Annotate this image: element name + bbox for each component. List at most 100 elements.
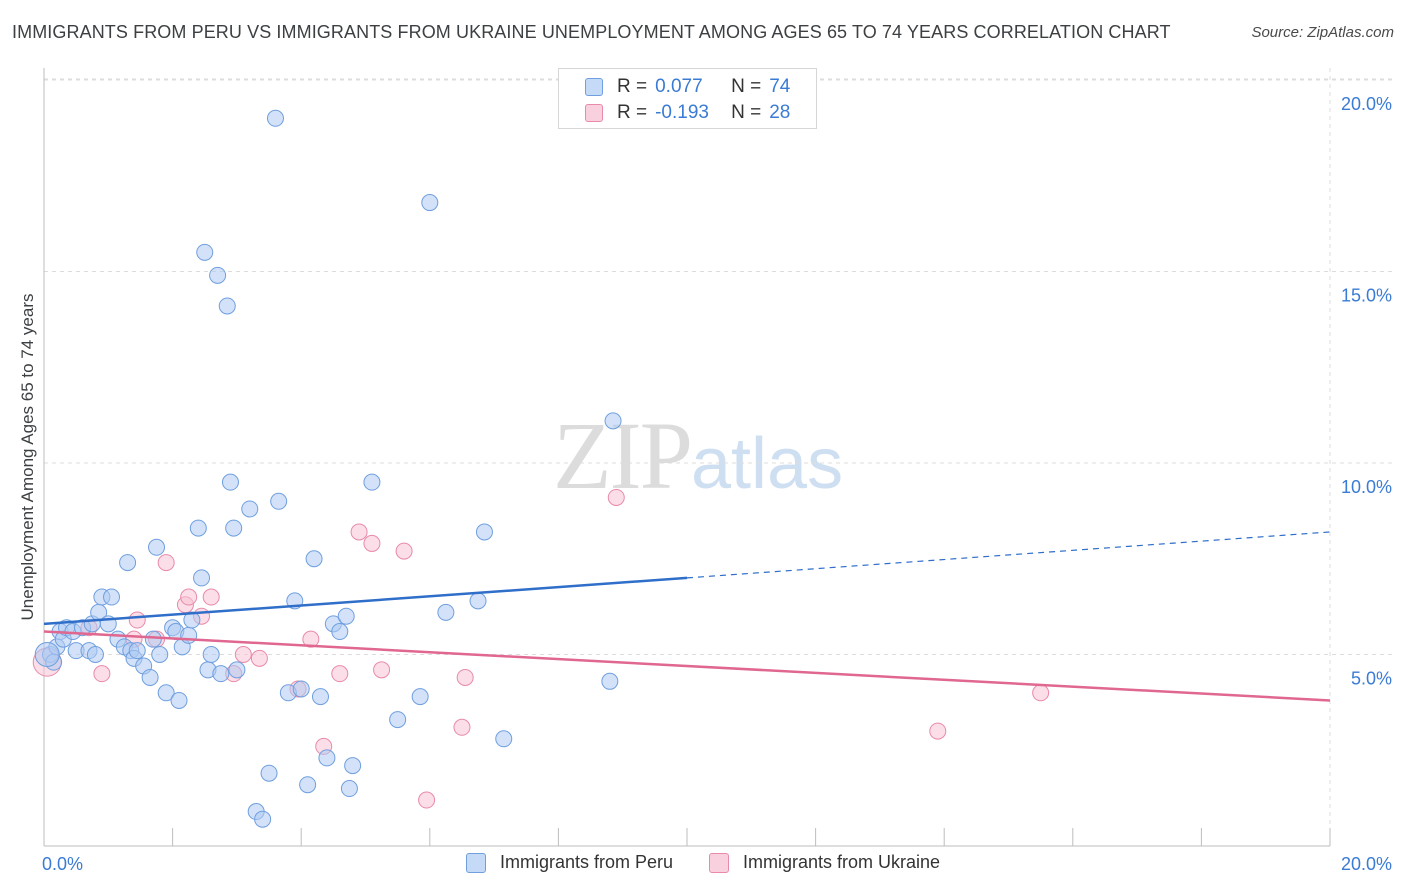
grid-layer bbox=[44, 68, 1392, 846]
peru-point bbox=[604, 412, 622, 430]
peru-point bbox=[221, 473, 239, 491]
peru-point bbox=[128, 642, 146, 660]
ukraine-swatch bbox=[585, 104, 603, 122]
series-legend-ukraine: Immigrants from Ukraine bbox=[709, 852, 940, 873]
zipatlas-watermark: ZIPatlas bbox=[553, 400, 843, 511]
y-tick-label: 20.0% bbox=[1341, 94, 1392, 114]
x-tick-label-max: 20.0% bbox=[1341, 854, 1392, 874]
peru-point bbox=[34, 642, 60, 667]
peru-point bbox=[411, 688, 429, 706]
peru-point bbox=[103, 588, 121, 606]
legend-row-ukraine: R = -0.193 N = 28 bbox=[585, 101, 790, 125]
peru-point bbox=[437, 603, 455, 621]
peru-point bbox=[218, 297, 236, 315]
peru-point bbox=[601, 672, 619, 690]
peru-point bbox=[157, 684, 175, 702]
peru-swatch bbox=[585, 78, 603, 96]
peru-point bbox=[266, 109, 284, 127]
x-tick-label-min: 0.0% bbox=[42, 854, 83, 874]
ukraine-point bbox=[93, 665, 111, 683]
peru-point bbox=[270, 492, 288, 510]
ukraine-point bbox=[1032, 684, 1050, 702]
watermark-atlas: atlas bbox=[691, 424, 844, 504]
ukraine-point bbox=[373, 661, 391, 679]
peru-point bbox=[292, 680, 310, 698]
watermark-zip: ZIP bbox=[553, 402, 693, 509]
ukraine-point bbox=[418, 791, 436, 809]
peru-r-label: R = bbox=[617, 76, 648, 97]
correlation-legend: R = 0.077 N = 74 R = -0.193 N = 28 bbox=[558, 68, 817, 129]
peru-point bbox=[337, 607, 355, 625]
legend-row-peru: R = 0.077 N = 74 bbox=[585, 75, 790, 99]
peru-point bbox=[193, 569, 211, 587]
y-tick-label: 15.0% bbox=[1341, 286, 1392, 306]
ukraine-point bbox=[250, 649, 268, 667]
ukraine-point bbox=[180, 588, 198, 606]
ukraine-point bbox=[157, 554, 175, 572]
ukraine-trend-line bbox=[43, 630, 1331, 702]
peru-point bbox=[495, 730, 513, 748]
series-legend-peru: Immigrants from Peru bbox=[465, 852, 673, 873]
ukraine-point bbox=[453, 718, 471, 736]
peru-trend-line bbox=[43, 576, 688, 626]
peru-point bbox=[311, 688, 329, 706]
peru-point bbox=[299, 776, 317, 794]
peru-r-value: 0.077 bbox=[655, 76, 703, 97]
series-legend: Immigrants from Peru Immigrants from Ukr… bbox=[0, 852, 1406, 873]
ukraine-point bbox=[234, 646, 252, 663]
peru-point bbox=[86, 646, 104, 663]
ukraine-n-label: N = bbox=[731, 102, 762, 123]
peru-point bbox=[225, 519, 243, 537]
peru-point bbox=[144, 630, 162, 648]
ukraine-point bbox=[331, 665, 349, 683]
chart-title: IMMIGRANTS FROM PERU VS IMMIGRANTS FROM … bbox=[12, 22, 1171, 42]
tick-labels-layer: 5.0% 10.0% 15.0% 20.0% 0.0% 20.0% bbox=[42, 94, 1392, 874]
peru-point bbox=[363, 473, 381, 491]
peru-point bbox=[212, 665, 230, 683]
ukraine-point bbox=[363, 534, 381, 552]
peru-point bbox=[340, 780, 358, 798]
peru-point bbox=[260, 764, 278, 782]
peru-point bbox=[119, 554, 137, 572]
peru-point bbox=[170, 691, 188, 709]
peru-points-layer bbox=[34, 109, 622, 828]
peru-point bbox=[209, 266, 227, 284]
peru-n-label: N = bbox=[731, 76, 762, 97]
source-credit: Source: ZipAtlas.com bbox=[1251, 24, 1394, 41]
peru-point bbox=[151, 646, 169, 663]
peru-point bbox=[421, 194, 439, 212]
ukraine-point bbox=[929, 722, 947, 740]
peru-point bbox=[183, 611, 201, 629]
peru-point bbox=[180, 626, 198, 644]
peru-point bbox=[141, 668, 159, 686]
peru-point bbox=[318, 749, 336, 767]
peru-point bbox=[331, 623, 349, 641]
peru-point bbox=[148, 538, 166, 556]
peru-point bbox=[469, 592, 487, 610]
peru-point bbox=[305, 550, 323, 568]
peru-trend-extension bbox=[686, 531, 1331, 579]
peru-n-value: 74 bbox=[769, 76, 791, 97]
ukraine-legend-label: Immigrants from Ukraine bbox=[743, 852, 941, 872]
y-tick-label: 5.0% bbox=[1351, 669, 1392, 689]
peru-point bbox=[228, 661, 246, 679]
peru-legend-swatch bbox=[465, 852, 486, 873]
ukraine-legend-swatch bbox=[709, 852, 729, 873]
ukraine-point bbox=[395, 542, 413, 560]
trend-lines-layer bbox=[43, 531, 1331, 702]
peru-point bbox=[389, 711, 407, 729]
peru-point bbox=[189, 519, 207, 537]
peru-point bbox=[254, 810, 272, 828]
peru-legend-label: Immigrants from Peru bbox=[499, 852, 673, 872]
ukraine-point bbox=[128, 611, 146, 629]
ukraine-point bbox=[202, 588, 220, 606]
ukraine-point bbox=[456, 668, 474, 686]
ukraine-r-label: R = bbox=[617, 102, 648, 123]
axis-layer bbox=[43, 68, 1331, 847]
ukraine-point bbox=[350, 523, 368, 541]
ukraine-r-value: -0.193 bbox=[655, 102, 709, 123]
peru-point bbox=[475, 523, 493, 541]
y-tick-label: 10.0% bbox=[1341, 477, 1392, 497]
ukraine-point bbox=[302, 630, 320, 648]
